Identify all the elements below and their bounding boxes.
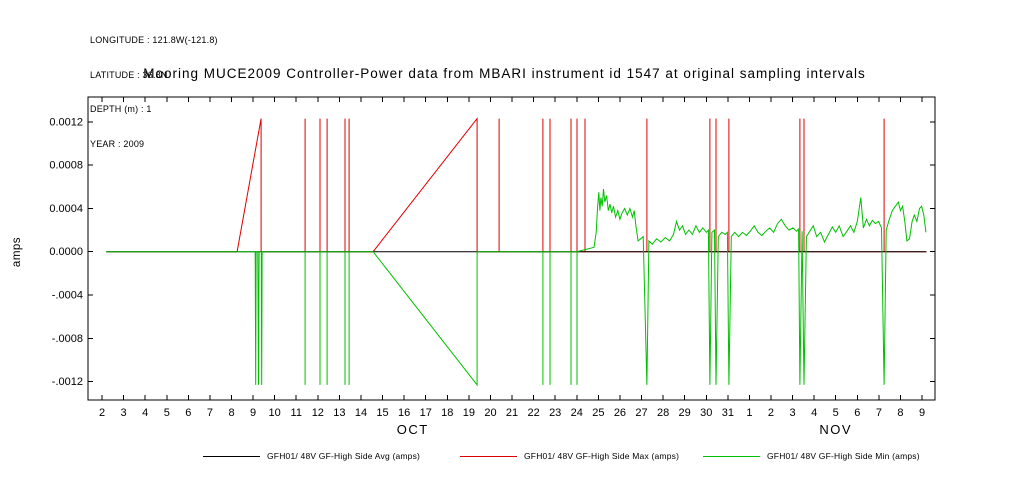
x-tick-label: 30 [700,407,712,419]
x-tick-label: 1 [746,407,752,419]
month-label: OCT [397,422,429,437]
legend-label-max: GFH01/ 48V GF-High Side Max (amps) [524,451,680,461]
y-tick-label: 0.0000 [49,246,83,258]
chart-title: Mooring MUCE2009 Controller-Power data f… [143,66,866,81]
min-series-line [106,188,927,387]
legend-item-min: GFH01/ 48V GF-High Side Min (amps) [703,451,920,461]
x-tick-label: 3 [790,407,796,419]
x-tick-label: 2 [99,407,105,419]
x-tick-label: 12 [312,407,324,419]
x-tick-label: 6 [185,407,191,419]
x-tick-label: 5 [164,407,170,419]
x-tick-label: 4 [811,407,817,419]
depth-line: DEPTH (m) : 1 [90,104,152,114]
x-tick-label: 21 [506,407,518,419]
x-tick-label: 27 [635,407,647,419]
x-tick-label: 22 [527,407,539,419]
avg-line-sample [203,455,260,457]
x-tick-label: 6 [854,407,860,419]
x-tick-label: 11 [291,407,302,419]
x-tick-label: 29 [679,407,691,419]
max-series-line [106,117,927,253]
x-tick-label: 10 [269,407,281,419]
latitude-line: LATITUDE : 36.8N [90,69,168,80]
x-tick-label: 31 [722,407,734,419]
y-tick-label: -.0012 [52,376,83,388]
x-tick-label: 7 [876,407,882,419]
plot-frame [87,96,936,401]
x-tick-label: 23 [549,407,561,419]
x-tick-label: 7 [207,407,213,419]
y-tick-label: 0.0008 [49,160,83,172]
x-tick-label: 17 [420,407,432,419]
x-tick-label: 9 [919,407,925,419]
y-tick-label: -.0004 [52,290,83,302]
month-label: NOV [819,422,852,437]
x-tick-label: 14 [355,407,367,419]
legend-item-max: GFH01/ 48V GF-High Side Max (amps) [460,451,679,461]
x-tick-label: 15 [376,407,388,419]
x-tick-label: 19 [463,407,475,419]
x-tick-label: 3 [121,407,127,419]
x-tick-label: 18 [441,407,453,419]
chart-legend: GFH01/ 48V GF-High Side Avg (amps) GFH01… [0,451,1009,467]
y-tick-label: 0.0004 [49,203,83,215]
x-tick-label: 16 [398,407,410,419]
x-tick-label: 24 [571,407,583,419]
x-tick-label: 8 [228,407,234,419]
x-tick-label: 5 [833,407,839,419]
x-tick-label: 28 [657,407,669,419]
x-tick-label: 4 [142,407,148,419]
axes-layer: 2 3 4 5 6 7 8 9 10 11 12 13 14 15 16 17 18 19 20 21 22 23 24 25… [49,96,936,437]
legend-label-min: GFH01/ 48V GF-High Side Min (amps) [767,451,920,461]
x-tick-label: 2 [768,407,774,419]
max-line-sample [460,455,517,457]
x-tick-label: 8 [897,407,903,419]
year-line: YEAR : 2009 [90,138,145,149]
x-tick-label: 26 [614,407,626,419]
legend-item-avg: GFH01/ 48V GF-High Side Avg (amps) [203,451,420,461]
longitude-line: LONGITUDE : 121.8W(-121.8) [90,35,218,45]
y-tick-label: -.0008 [52,333,83,345]
min-line-sample [703,455,760,457]
series-layer [106,117,927,387]
station-metadata: LONGITUDE : 121.8W(-121.8) LATITUDE : 36… [90,12,218,173]
x-tick-label: 25 [592,407,604,419]
x-tick-label: 9 [250,407,256,419]
y-axis-label: amps [11,237,23,267]
legend-label-avg: GFH01/ 48V GF-High Side Avg (amps) [267,451,421,461]
y-tick-label: 0.0012 [49,116,83,128]
x-tick-label: 13 [333,407,345,419]
x-tick-label: 20 [484,407,496,419]
